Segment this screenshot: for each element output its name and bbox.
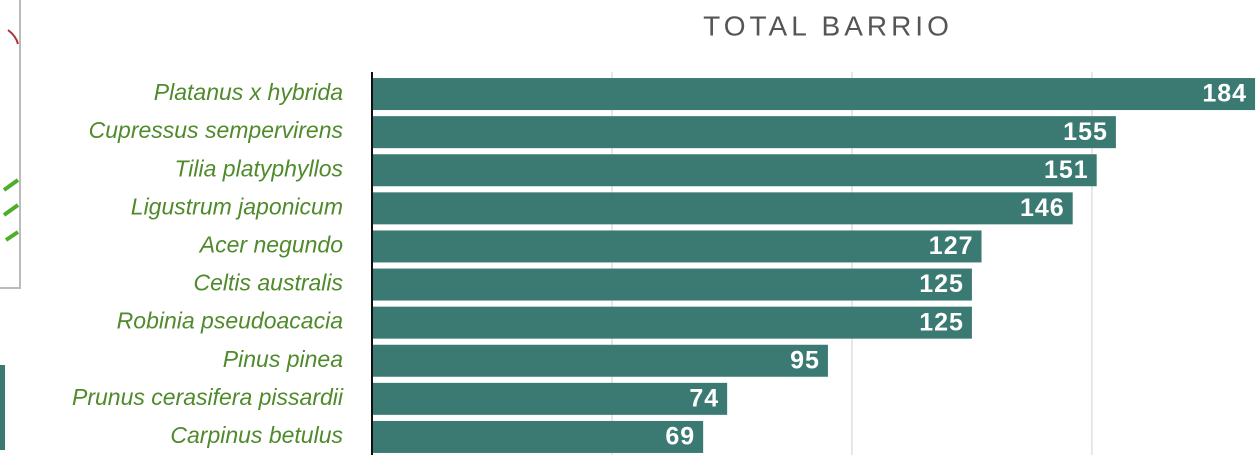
value-label: 125	[919, 270, 964, 298]
bar	[372, 382, 728, 415]
bar	[372, 420, 704, 453]
value-label: 125	[919, 308, 964, 336]
bar	[372, 116, 1116, 149]
value-label: 146	[1020, 194, 1065, 222]
bar	[372, 268, 972, 301]
value-label: 69	[665, 423, 695, 451]
category-label: Robinia pseudoacacia	[117, 308, 343, 334]
value-label: 184	[1202, 80, 1247, 108]
chart-title: TOTAL BARRIO	[703, 10, 953, 41]
value-label: 95	[790, 346, 820, 374]
image-fragment	[0, 365, 5, 450]
value-label: 155	[1063, 118, 1108, 146]
bar	[372, 192, 1073, 225]
category-label: Acer negundo	[198, 232, 343, 258]
bar	[372, 78, 1256, 111]
bar	[372, 154, 1097, 187]
category-label: Cupressus sempervirens	[89, 117, 344, 143]
category-label: Pinus pinea	[223, 346, 343, 372]
bar	[372, 344, 828, 377]
category-label: Tilia platyphyllos	[174, 155, 343, 181]
category-label: Carpinus betulus	[170, 422, 343, 448]
value-label: 74	[689, 384, 719, 412]
bar	[372, 306, 972, 339]
image-fragment	[7, 29, 19, 45]
category-label: Celtis australis	[193, 270, 343, 296]
cropped-neighbor-image	[0, 0, 21, 450]
category-label: Platanus x hybrida	[154, 79, 343, 105]
category-label: Ligustrum japonicum	[131, 193, 343, 219]
category-label: Prunus cerasifera pissardii	[72, 384, 344, 410]
value-label: 151	[1044, 156, 1089, 184]
image-fragment	[2, 178, 20, 242]
value-label: 127	[929, 232, 974, 260]
bar	[372, 230, 982, 263]
